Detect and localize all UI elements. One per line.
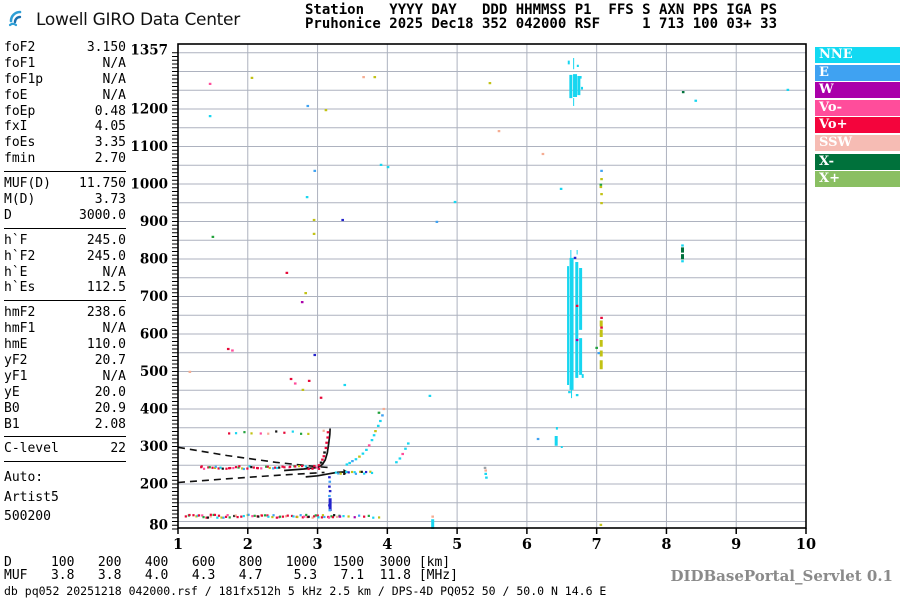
legend-item-ssw: SSW bbox=[815, 134, 900, 151]
lowell-giro-logo: Lowell GIRO Data Center bbox=[7, 5, 240, 35]
param-row-foes: foEs 3.35 bbox=[4, 135, 126, 151]
svg-text:80: 80 bbox=[149, 518, 168, 534]
param-row-fmin: fmin 2.70 bbox=[4, 151, 126, 167]
svg-text:9: 9 bbox=[731, 536, 741, 553]
param-row-hes: h`Es 112.5 bbox=[4, 280, 126, 296]
param-row-d: D 3000.0 bbox=[4, 207, 126, 223]
divider bbox=[4, 461, 126, 463]
svg-text:7: 7 bbox=[592, 536, 602, 553]
svg-text:500: 500 bbox=[140, 364, 168, 380]
legend-item-vo: Vo+ bbox=[815, 117, 900, 133]
param-row-hf: h`F 245.0 bbox=[4, 232, 126, 248]
svg-text:5: 5 bbox=[452, 536, 462, 553]
legend-item-nne: NNE bbox=[815, 47, 900, 63]
svg-text:1: 1 bbox=[173, 536, 183, 553]
legend-item-x: X- bbox=[815, 153, 900, 170]
legend-item-vo: Vo- bbox=[815, 99, 900, 116]
divider bbox=[4, 436, 126, 438]
param-row-hf2: h`F2 245.0 bbox=[4, 248, 126, 264]
header-line1: Station YYYY DAY DDD HHMMSS P1 FFS S AXN… bbox=[305, 2, 778, 18]
param-row-mufd: MUF(D) 11.750 bbox=[4, 176, 126, 192]
svg-text:300: 300 bbox=[140, 439, 168, 455]
svg-text:4: 4 bbox=[382, 536, 392, 553]
divider bbox=[4, 300, 126, 302]
station-header: Station YYYY DAY DDD HHMMSS P1 FFS S AXN… bbox=[305, 2, 778, 32]
param-row-b0: B0 20.9 bbox=[4, 400, 126, 416]
param-row-hmf2: hmF2 238.6 bbox=[4, 305, 126, 321]
echo-direction-legend: NNE E W Vo- Vo+ SSW X- X+ bbox=[815, 47, 900, 189]
svg-text:1200: 1200 bbox=[130, 102, 168, 118]
svg-text:8: 8 bbox=[661, 536, 671, 553]
logo-title: Lowell GIRO Data Center bbox=[36, 10, 240, 30]
parameter-panel: foF2 3.150 foF1 N/A foF1p N/A foE N/A foEp 0.48 fx… bbox=[4, 40, 126, 527]
param-row-foep: foEp 0.48 bbox=[4, 103, 126, 119]
svg-text:700: 700 bbox=[140, 289, 168, 305]
param-row-he: h`E N/A bbox=[4, 264, 126, 280]
servlet-version-label: DIDBasePortal_Servlet 0.1 bbox=[670, 567, 893, 585]
svg-text:1000: 1000 bbox=[130, 177, 168, 193]
param-row-fxi: fxI 4.05 bbox=[4, 119, 126, 135]
param-row-yf2: yF2 20.7 bbox=[4, 353, 126, 369]
svg-text:400: 400 bbox=[140, 402, 168, 418]
param-row-fof1: foF1 N/A bbox=[4, 55, 126, 71]
d-distance-row: D 100 200 400 600 800 1000 1500 3000 [km… bbox=[4, 555, 451, 570]
giro-wave-icon bbox=[7, 5, 33, 35]
divider bbox=[4, 171, 126, 173]
param-row-fof1p: foF1p N/A bbox=[4, 71, 126, 87]
param-row-yf1: yF1 N/A bbox=[4, 368, 126, 384]
svg-text:6: 6 bbox=[522, 536, 532, 553]
svg-text:1357: 1357 bbox=[130, 43, 168, 59]
svg-text:900: 900 bbox=[140, 214, 168, 230]
legend-item-e: E bbox=[815, 64, 900, 81]
param-row-fof2: foF2 3.150 bbox=[4, 40, 126, 55]
legend-item-x: X+ bbox=[815, 171, 900, 187]
param-row-b1: B1 2.08 bbox=[4, 416, 126, 432]
svg-text:600: 600 bbox=[140, 327, 168, 343]
muf-row: MUF 3.8 3.8 4.0 4.3 4.7 5.3 7.1 11.8 [MH… bbox=[4, 568, 458, 583]
param-row-hme: hmE 110.0 bbox=[4, 337, 126, 353]
svg-text:2: 2 bbox=[243, 536, 253, 553]
param-row-hmf1: hmF1 N/A bbox=[4, 321, 126, 337]
legend-item-w: W bbox=[815, 82, 900, 98]
status-line: db pq052 20251218 042000.rsf / 181fx512h… bbox=[4, 584, 607, 598]
header-line2: Pruhonice 2025 Dec18 352 042000 RSF 1 71… bbox=[305, 15, 778, 32]
autoscaling-info: Auto: Artist5 500200 bbox=[4, 470, 59, 525]
svg-text:200: 200 bbox=[140, 477, 168, 493]
svg-text:10: 10 bbox=[796, 536, 816, 553]
param-row-ye: yE 20.0 bbox=[4, 384, 126, 400]
param-row-foe: foE N/A bbox=[4, 87, 126, 103]
svg-text:1100: 1100 bbox=[130, 139, 168, 155]
divider bbox=[4, 227, 126, 229]
svg-text:3: 3 bbox=[313, 536, 323, 553]
param-row-clevel: C-level 22 bbox=[4, 441, 126, 457]
param-row-md: M(D) 3.73 bbox=[4, 192, 126, 208]
svg-text:800: 800 bbox=[140, 252, 168, 268]
